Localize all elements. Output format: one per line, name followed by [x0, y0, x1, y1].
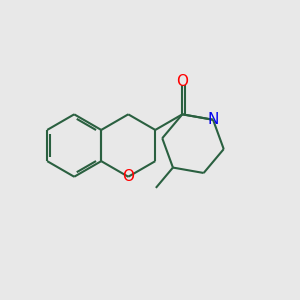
Text: O: O [176, 74, 188, 88]
Text: N: N [207, 112, 219, 127]
Text: O: O [122, 169, 134, 184]
